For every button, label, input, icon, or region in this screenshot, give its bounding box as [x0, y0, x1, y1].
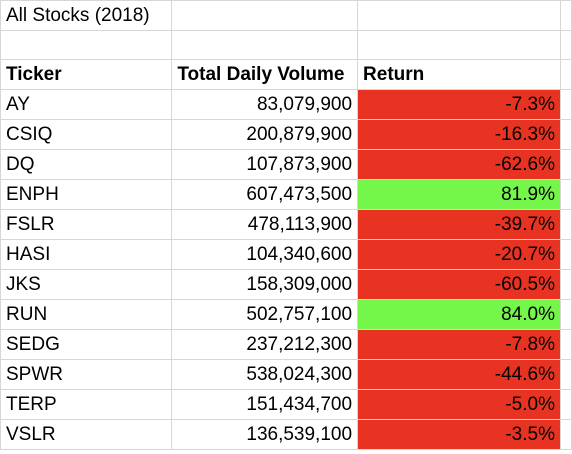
table-row: VSLR 136,539,100 -3.5% — [0, 419, 572, 450]
ticker-cell[interactable]: ENPH — [0, 179, 173, 210]
return-cell[interactable]: -39.7% — [357, 209, 561, 240]
empty-cell[interactable] — [559, 299, 572, 330]
ticker-cell[interactable]: SPWR — [0, 359, 173, 390]
table-row: SEDG 237,212,300 -7.8% — [0, 329, 572, 360]
ticker-cell[interactable]: SEDG — [0, 329, 173, 360]
table-row: HASI 104,340,600 -20.7% — [0, 239, 572, 270]
title-cell[interactable]: All Stocks (2018) — [0, 0, 173, 31]
empty-cell[interactable] — [559, 89, 572, 120]
volume-cell[interactable]: 83,079,900 — [171, 89, 359, 120]
ticker-header-cell[interactable]: Ticker — [0, 59, 173, 90]
table-row: AY 83,079,900 -7.3% — [0, 89, 572, 120]
empty-cell[interactable] — [357, 30, 561, 60]
volume-cell[interactable]: 502,757,100 — [171, 299, 359, 330]
table-row: DQ 107,873,900 -62.6% — [0, 149, 572, 180]
return-cell[interactable]: -3.5% — [357, 419, 561, 450]
ticker-cell[interactable]: DQ — [0, 149, 173, 180]
return-cell[interactable]: -16.3% — [357, 119, 561, 150]
return-cell[interactable]: -44.6% — [357, 359, 561, 390]
ticker-cell[interactable]: JKS — [0, 269, 173, 300]
empty-cell[interactable] — [559, 359, 572, 390]
ticker-cell[interactable]: AY — [0, 89, 173, 120]
ticker-cell[interactable]: VSLR — [0, 419, 173, 450]
title-row: All Stocks (2018) — [0, 0, 572, 31]
volume-cell[interactable]: 151,434,700 — [171, 389, 359, 420]
empty-cell[interactable] — [559, 329, 572, 360]
empty-cell[interactable] — [171, 30, 359, 60]
return-cell[interactable]: -5.0% — [357, 389, 561, 420]
volume-cell[interactable]: 607,473,500 — [171, 179, 359, 210]
empty-cell[interactable] — [559, 59, 572, 90]
empty-cell[interactable] — [559, 209, 572, 240]
empty-cell[interactable] — [559, 119, 572, 150]
table-row: SPWR 538,024,300 -44.6% — [0, 359, 572, 390]
empty-cell[interactable] — [0, 30, 173, 60]
empty-cell[interactable] — [559, 239, 572, 270]
ticker-cell[interactable]: TERP — [0, 389, 173, 420]
empty-cell[interactable] — [559, 389, 572, 420]
empty-cell[interactable] — [357, 0, 561, 31]
ticker-cell[interactable]: HASI — [0, 239, 173, 270]
table-row: RUN 502,757,100 84.0% — [0, 299, 572, 330]
volume-cell[interactable]: 200,879,900 — [171, 119, 359, 150]
ticker-cell[interactable]: FSLR — [0, 209, 173, 240]
empty-cell[interactable] — [559, 179, 572, 210]
volume-cell[interactable]: 158,309,000 — [171, 269, 359, 300]
return-cell[interactable]: -60.5% — [357, 269, 561, 300]
return-header-cell[interactable]: Return — [357, 59, 561, 90]
empty-cell[interactable] — [559, 149, 572, 180]
ticker-cell[interactable]: CSIQ — [0, 119, 173, 150]
table-row: CSIQ 200,879,900 -16.3% — [0, 119, 572, 150]
return-cell[interactable]: -7.8% — [357, 329, 561, 360]
volume-cell[interactable]: 107,873,900 — [171, 149, 359, 180]
empty-cell[interactable] — [559, 30, 572, 60]
return-cell[interactable]: 84.0% — [357, 299, 561, 330]
return-cell[interactable]: 81.9% — [357, 179, 561, 210]
table-row: ENPH 607,473,500 81.9% — [0, 179, 572, 210]
table-row: TERP 151,434,700 -5.0% — [0, 389, 572, 420]
empty-cell[interactable] — [559, 419, 572, 450]
volume-cell[interactable]: 478,113,900 — [171, 209, 359, 240]
table-row: JKS 158,309,000 -60.5% — [0, 269, 572, 300]
empty-cell[interactable] — [171, 0, 359, 31]
empty-cell[interactable] — [559, 0, 572, 31]
return-cell[interactable]: -7.3% — [357, 89, 561, 120]
blank-row — [0, 30, 572, 60]
ticker-cell[interactable]: RUN — [0, 299, 173, 330]
empty-cell[interactable] — [559, 269, 572, 300]
volume-cell[interactable]: 104,340,600 — [171, 239, 359, 270]
table-row: FSLR 478,113,900 -39.7% — [0, 209, 572, 240]
volume-header-cell[interactable]: Total Daily Volume — [171, 59, 359, 90]
volume-cell[interactable]: 136,539,100 — [171, 419, 359, 450]
return-cell[interactable]: -20.7% — [357, 239, 561, 270]
return-cell[interactable]: -62.6% — [357, 149, 561, 180]
volume-cell[interactable]: 237,212,300 — [171, 329, 359, 360]
header-row: Ticker Total Daily Volume Return — [0, 59, 572, 90]
volume-cell[interactable]: 538,024,300 — [171, 359, 359, 390]
